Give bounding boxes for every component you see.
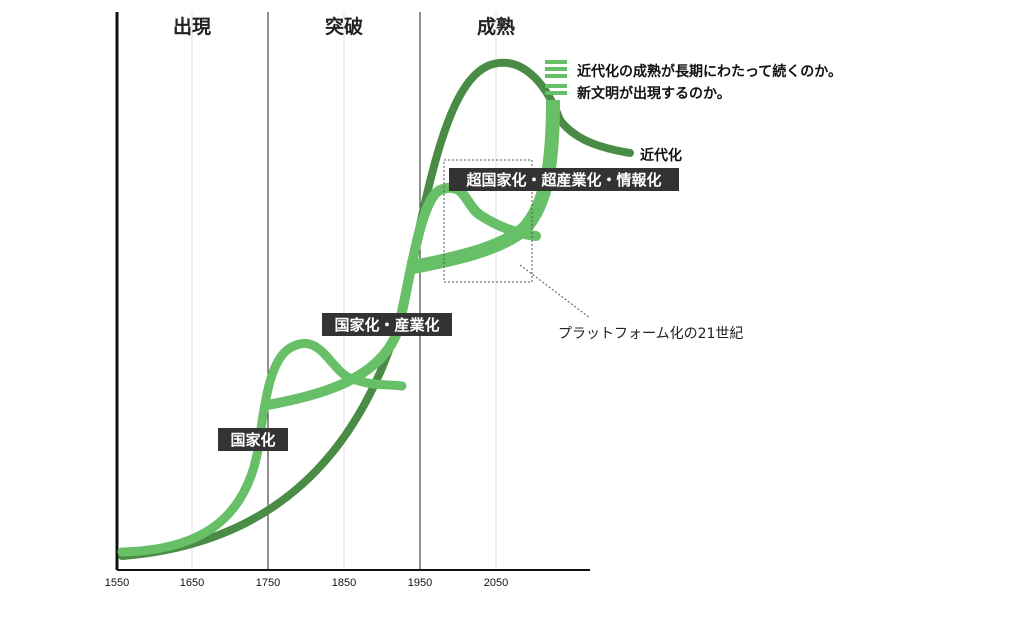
callout-leader <box>519 264 591 319</box>
label-modernization: 近代化 <box>640 147 682 164</box>
era-label-emergence: 出現 <box>173 15 211 38</box>
callout-platform: プラットフォーム化の21世紀 <box>558 326 743 342</box>
modernization-curve <box>118 58 634 560</box>
tag-nationalization-bg <box>218 428 288 451</box>
tag-industrialization-bg <box>322 313 452 336</box>
legend-marker-maturity-2 <box>545 67 567 71</box>
x-tick-1950: 1950 <box>408 577 432 589</box>
platform-era-box <box>443 159 533 283</box>
wave-curve-industrialization <box>263 182 541 410</box>
tag-nationalization: 国家化 <box>230 431 275 449</box>
legend-marker-maturity-3 <box>545 74 567 78</box>
tag-informatization: 超国家化・超産業化・情報化 <box>465 171 661 189</box>
era-label-breakthrough: 突破 <box>325 15 363 38</box>
x-tick-1650: 1650 <box>180 577 204 589</box>
x-tick-1850: 1850 <box>332 577 356 589</box>
legend-marker-new-1 <box>545 84 567 88</box>
x-tick-1550: 1550 <box>105 577 129 589</box>
tag-informatization-bg <box>449 168 679 191</box>
wave-curve-informatization <box>406 99 560 275</box>
legend-item-maturity: 近代化の成熟が長期にわたって続くのか。 <box>577 63 842 80</box>
era-label-maturity: 成熟 <box>477 15 515 38</box>
legend-item-new-civilization: 新文明が出現するのか。 <box>577 85 731 102</box>
legend-marker-new-2 <box>545 91 567 95</box>
legend-marker-maturity-1 <box>545 60 567 64</box>
x-tick-1750: 1750 <box>256 577 280 589</box>
x-tick-2050: 2050 <box>484 577 508 589</box>
tag-industrialization: 国家化・産業化 <box>334 316 439 334</box>
